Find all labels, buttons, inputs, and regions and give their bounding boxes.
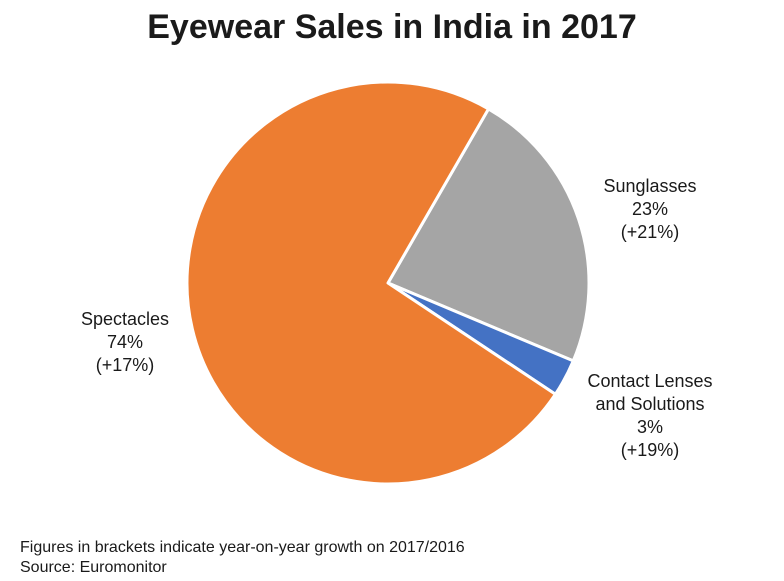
source-note: Source: Euromonitor <box>20 559 167 576</box>
slice-growth: (+21%) <box>620 222 680 242</box>
slice-percent: 3% <box>636 417 663 437</box>
slice-percent: 74% <box>106 332 144 352</box>
slice-growth: (+17%) <box>95 355 155 375</box>
slice-label-sunglasses: Sunglasses 23% (+21%) <box>560 175 740 244</box>
slice-name: Sunglasses <box>603 176 697 196</box>
slice-name: Spectacles <box>80 309 170 329</box>
slice-name: Contact Lenses <box>587 371 713 391</box>
growth-note: Figures in brackets indicate year-on-yea… <box>20 539 465 556</box>
slice-percent: 23% <box>631 199 669 219</box>
chart-title: Eyewear Sales in India in 2017 <box>147 8 637 46</box>
slice-label-spectacles: Spectacles 74% (+17%) <box>55 308 195 377</box>
slice-name-line-2: and Solutions <box>595 394 705 414</box>
slice-growth: (+19%) <box>620 440 680 460</box>
slice-label-contact-lenses: Contact Lenses and Solutions 3% (+19%) <box>560 370 740 462</box>
footnote-block: Figures in brackets indicate year-on-yea… <box>20 538 465 578</box>
pie-slice-spectacles <box>185 80 557 486</box>
pie-slice-sunglasses <box>386 107 591 363</box>
